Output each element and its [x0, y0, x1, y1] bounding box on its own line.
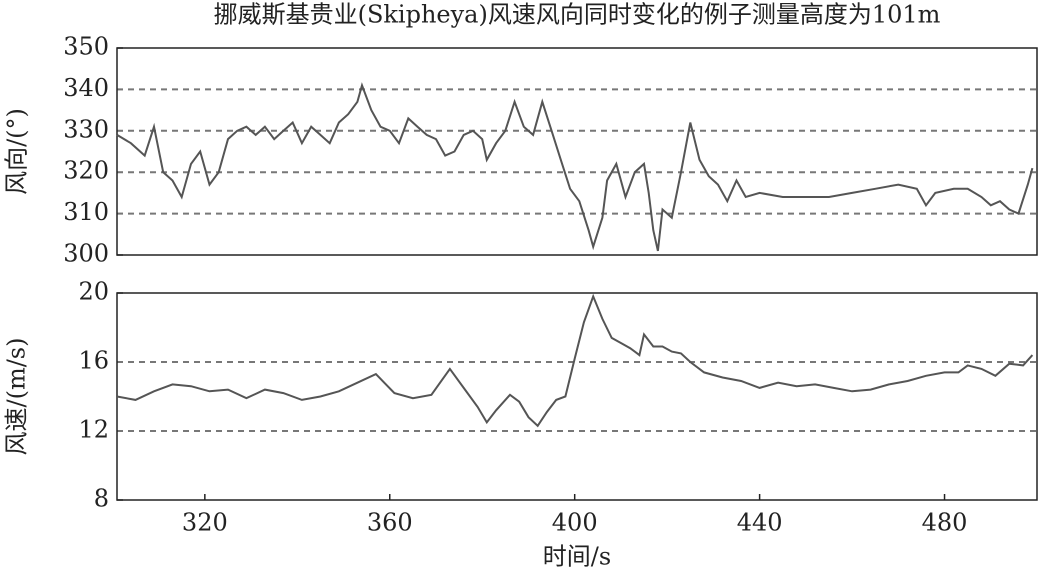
data-line	[116, 293, 1034, 428]
y-tick-label: 310	[63, 198, 109, 226]
y-tick-label: 340	[63, 74, 109, 102]
y-tick-label: 320	[63, 157, 109, 185]
y-axis-label: 风速/(m/s)	[3, 338, 31, 456]
x-tick-label: 400	[552, 509, 598, 537]
y-tick-label: 300	[63, 240, 109, 268]
x-tick-label: 440	[737, 509, 783, 537]
y-tick-label: 8	[94, 485, 109, 513]
y-axis-label: 风向/(°)	[3, 108, 31, 195]
y-tick-label: 16	[78, 347, 109, 375]
y-tick-label: 350	[63, 33, 109, 61]
y-tick-label: 330	[63, 115, 109, 143]
y-tick-label: 12	[78, 416, 109, 444]
data-line	[116, 82, 1034, 252]
x-tick-label: 360	[367, 509, 413, 537]
chart-title: 挪威斯基贵业(Skipheya)风速风向同时变化的例子测量高度为101m	[214, 1, 941, 29]
x-axis-label: 时间/s	[543, 543, 611, 571]
y-tick-label: 20	[78, 278, 109, 306]
x-tick-label: 320	[182, 509, 228, 537]
plot-frame	[116, 47, 1038, 256]
x-tick-label: 480	[922, 509, 968, 537]
plot-frame	[116, 292, 1038, 501]
